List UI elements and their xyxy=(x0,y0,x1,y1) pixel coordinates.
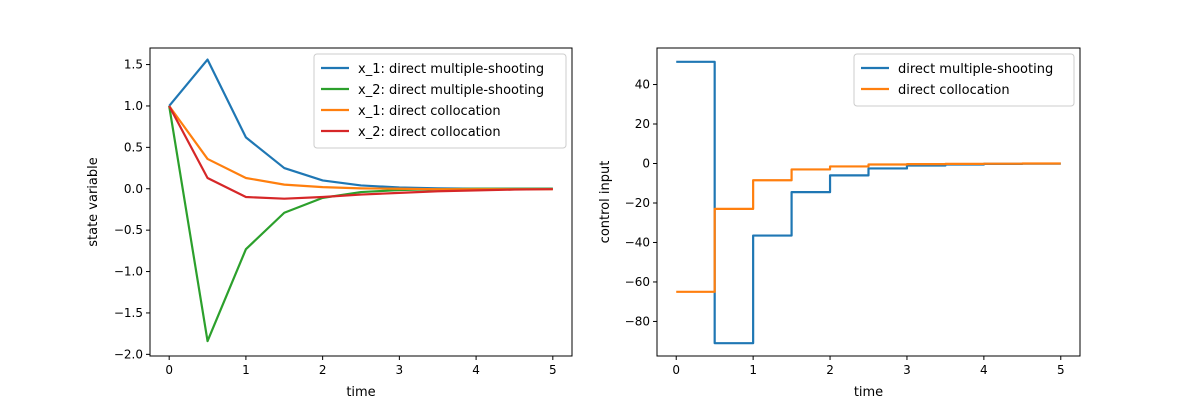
x-tick-label: 3 xyxy=(903,363,911,377)
y-tick-label: 1.0 xyxy=(124,99,143,113)
y-tick-label: 40 xyxy=(635,78,650,92)
legend-label: direct collocation xyxy=(898,83,1010,98)
x-axis-label: time xyxy=(854,385,883,400)
y-tick-label: 1.5 xyxy=(124,58,143,72)
state-variable-chart: 0 1 2 3 4 5 −2.0 −1.5 −1.0 −0.5 0.0 0.5 1.0 1.5 time st… xyxy=(86,47,573,400)
y-tick-label: 0.0 xyxy=(124,182,143,196)
y-tick-label: −80 xyxy=(625,314,650,328)
y-axis-label: state variable xyxy=(86,157,101,247)
x-tick-label: 4 xyxy=(980,363,988,377)
x-tick-label: 0 xyxy=(672,363,680,377)
legend-box xyxy=(313,53,567,149)
x-axis-label: time xyxy=(346,385,375,400)
x-tick-label: 5 xyxy=(1057,363,1065,377)
series-line-3 xyxy=(168,105,553,200)
control-input-chart: 0 1 2 3 4 5 −80 −60 −40 −20 0 20 40 time control input… xyxy=(598,47,1081,400)
x-tick-label: 5 xyxy=(549,363,557,377)
y-tick-label: 20 xyxy=(635,117,650,131)
y-tick-label: −60 xyxy=(625,275,650,289)
y-tick-label: −0.5 xyxy=(114,223,143,237)
legend-label: x_1: direct multiple-shooting xyxy=(358,62,544,77)
y-axis-label: control input xyxy=(598,161,613,244)
x-tick-label: 2 xyxy=(826,363,834,377)
legend: x_1: direct multiple-shooting x_2: direct… xyxy=(313,53,567,149)
y-tick-label: −1.5 xyxy=(114,306,143,320)
y-tick-label: 0.5 xyxy=(124,140,143,154)
y-tick-label: −2.0 xyxy=(114,347,143,361)
x-tick-label: 4 xyxy=(472,363,480,377)
legend: direct multiple-shooting direct collocati… xyxy=(853,53,1075,107)
legend-box xyxy=(853,53,1075,107)
legend-label: x_1: direct collocation xyxy=(358,104,501,119)
legend-label: direct multiple-shooting xyxy=(898,62,1053,77)
legend-label: x_2: direct collocation xyxy=(358,125,501,140)
y-tick-label: −1.0 xyxy=(114,265,143,279)
y-tick-label: 0 xyxy=(642,157,650,171)
x-tick-label: 3 xyxy=(396,363,404,377)
axes-frame xyxy=(656,47,1081,357)
y-tick-label: −20 xyxy=(625,196,650,210)
axes-frame xyxy=(149,47,573,357)
x-tick-label: 2 xyxy=(319,363,327,377)
x-tick-label: 0 xyxy=(165,363,173,377)
legend-label: x_2: direct multiple-shooting xyxy=(358,83,544,98)
x-tick-label: 1 xyxy=(749,363,757,377)
series-line-1 xyxy=(676,162,1061,293)
y-tick-label: −40 xyxy=(625,235,650,249)
x-tick-label: 1 xyxy=(242,363,250,377)
